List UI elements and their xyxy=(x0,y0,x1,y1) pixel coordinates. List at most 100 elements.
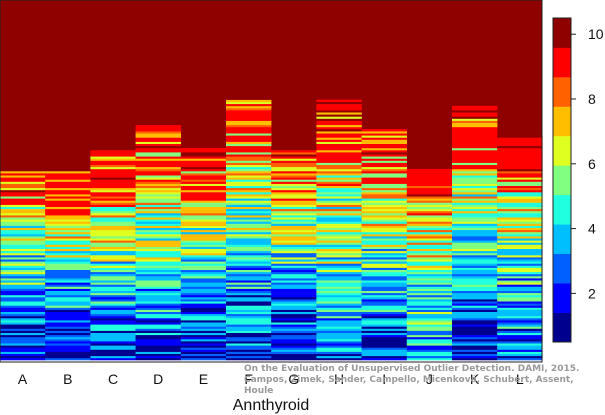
heatmap-cell xyxy=(45,309,91,312)
heatmap-cell xyxy=(271,200,317,203)
heatmap-cell xyxy=(271,242,317,245)
heatmap-cell xyxy=(316,324,362,327)
heatmap-cell xyxy=(452,122,498,126)
heatmap-cell xyxy=(316,154,362,157)
heatmap-cell xyxy=(45,236,91,239)
heatmap-cell xyxy=(316,301,362,304)
heatmap-cell xyxy=(271,223,317,226)
heatmap-cell xyxy=(406,288,453,291)
heatmap-cell xyxy=(180,276,227,279)
heatmap-cell xyxy=(497,255,543,258)
heatmap-cell xyxy=(90,177,136,180)
heatmap-cell xyxy=(180,223,227,226)
heatmap-cell xyxy=(180,156,227,159)
heatmap-cell xyxy=(180,255,227,258)
heatmap-cell xyxy=(406,345,453,348)
heatmap-cell xyxy=(316,143,362,147)
heatmap-cell xyxy=(406,282,453,285)
heatmap-cell xyxy=(406,221,453,224)
heatmap-cell xyxy=(271,194,317,197)
heatmap-cell xyxy=(361,248,407,252)
heatmap-cell xyxy=(406,336,453,340)
heatmap-cell xyxy=(316,311,362,315)
heatmap-cell xyxy=(90,252,136,256)
heatmap-cell xyxy=(90,187,136,191)
heatmap-cell xyxy=(361,322,407,325)
heatmap-cell xyxy=(497,336,543,340)
heatmap-cell xyxy=(0,307,46,310)
heatmap-cell xyxy=(361,156,407,159)
heatmap-cell xyxy=(0,311,46,315)
heatmap-cell xyxy=(316,288,362,291)
colorbar-segment xyxy=(553,165,571,196)
heatmap-cell xyxy=(406,276,453,279)
heatmap-cell xyxy=(135,347,181,350)
heatmap-cell xyxy=(135,131,181,134)
heatmap-cell xyxy=(452,215,498,218)
heatmap-cell xyxy=(90,311,136,315)
heatmap-cell xyxy=(180,250,227,254)
heatmap-cell xyxy=(452,339,498,342)
heatmap-cell xyxy=(316,297,362,300)
heatmap-cell xyxy=(271,297,317,300)
heatmap-cell xyxy=(226,198,272,201)
heatmap-cell xyxy=(361,196,407,199)
colorbar-segment xyxy=(553,253,571,284)
heatmap-cell xyxy=(0,204,46,207)
heatmap-cell xyxy=(452,227,498,231)
heatmap-cell xyxy=(271,221,317,224)
heatmap-cell xyxy=(452,192,498,195)
heatmap-cell xyxy=(226,192,272,195)
heatmap-cell xyxy=(497,250,543,254)
heatmap-cell xyxy=(0,324,46,327)
heatmap-cell xyxy=(45,318,91,321)
heatmap-cell xyxy=(0,166,46,170)
heatmap-cell xyxy=(406,248,453,252)
heatmap-cell xyxy=(180,353,227,357)
heatmap-cell xyxy=(452,324,498,327)
heatmap-cell xyxy=(45,257,91,260)
heatmap-cell xyxy=(316,185,362,189)
heatmap-cell xyxy=(452,265,498,268)
heatmap-cell xyxy=(406,240,453,243)
heatmap-cell xyxy=(226,168,272,172)
heatmap-cell xyxy=(90,208,136,212)
heatmap-cell xyxy=(90,286,136,289)
heatmap-cell xyxy=(45,351,91,354)
heatmap-cell xyxy=(497,307,543,310)
heatmap-cell xyxy=(406,330,453,333)
heatmap-cell xyxy=(316,131,362,134)
heatmap-cell xyxy=(180,307,227,310)
heatmap-cell xyxy=(271,282,317,285)
heatmap-cell xyxy=(316,343,362,346)
heatmap-cell xyxy=(180,349,227,352)
heatmap-cell xyxy=(316,219,362,222)
heatmap-cell xyxy=(226,244,272,247)
heatmap-cell xyxy=(452,238,498,241)
heatmap-cell xyxy=(497,257,543,260)
heatmap-cell xyxy=(452,152,498,155)
heatmap-cell xyxy=(135,175,181,178)
heatmap-cell xyxy=(226,257,272,260)
heatmap-cell xyxy=(316,330,362,333)
heatmap-cell xyxy=(452,133,498,136)
heatmap-cell xyxy=(361,231,407,235)
heatmap-cell xyxy=(271,198,317,201)
heatmap-cell xyxy=(180,204,227,207)
heatmap-cell xyxy=(452,177,498,180)
heatmap-cell xyxy=(226,345,272,348)
heatmap-cell xyxy=(316,334,362,338)
heatmap-cell xyxy=(0,202,46,205)
heatmap-cell xyxy=(271,189,317,193)
heatmap-cell xyxy=(452,150,498,153)
heatmap-cell xyxy=(497,259,543,262)
heatmap-cell xyxy=(45,202,91,205)
heatmap-cell xyxy=(90,179,136,182)
heatmap-cell xyxy=(452,196,498,199)
heatmap-cell xyxy=(497,183,543,186)
heatmap-cell xyxy=(0,318,46,321)
heatmap-cell xyxy=(452,129,498,132)
heatmap-cell xyxy=(452,131,498,134)
heatmap-cell xyxy=(271,322,317,325)
heatmap-cell xyxy=(361,152,407,155)
